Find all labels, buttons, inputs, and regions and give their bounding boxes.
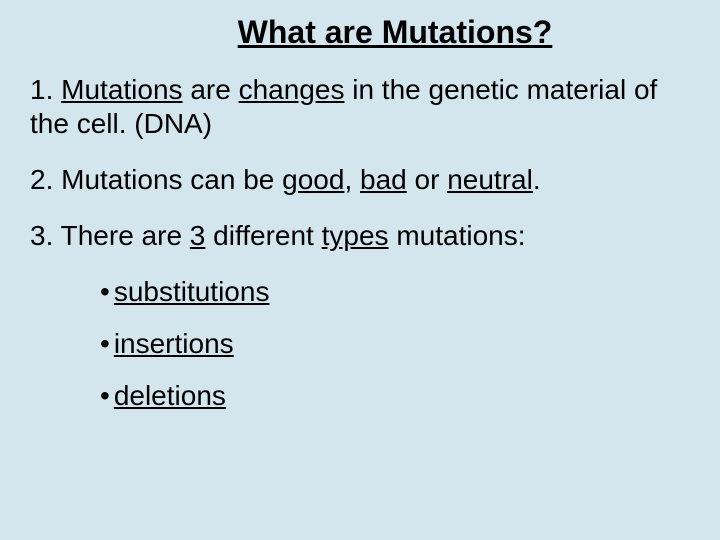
point-1-prefix: 1. — [30, 74, 61, 105]
bullet-3-label: deletions — [114, 380, 226, 411]
bullet-1-label: substitutions — [114, 276, 270, 307]
bullet-dot-icon: • — [100, 380, 110, 412]
point-3-prefix: 3. There are — [30, 220, 190, 251]
point-3-suffix: mutations: — [389, 220, 526, 251]
point-3: 3. There are 3 different types mutations… — [30, 219, 690, 253]
point-2-prefix: 2. Mutations can be — [30, 164, 282, 195]
point-3-underline-types: types — [322, 220, 389, 251]
bullet-deletions: •deletions — [100, 380, 690, 412]
point-2-underline-good: good — [282, 164, 344, 195]
point-2-underline-neutral: neutral — [447, 164, 533, 195]
point-1-mid: are — [183, 74, 239, 105]
point-2-sep2: or — [407, 164, 447, 195]
slide-container: What are Mutations? 1. Mutations are cha… — [0, 0, 720, 412]
point-2: 2. Mutations can be good, bad or neutral… — [30, 163, 690, 197]
point-3-mid: different — [205, 220, 321, 251]
point-2-suffix: . — [533, 164, 541, 195]
bullet-2-label: insertions — [114, 328, 234, 359]
bullet-substitutions: •substitutions — [100, 276, 690, 308]
bullet-insertions: •insertions — [100, 328, 690, 360]
slide-title: What are Mutations? — [30, 14, 690, 51]
point-2-underline-bad: bad — [360, 164, 407, 195]
point-1: 1. Mutations are changes in the genetic … — [30, 73, 690, 141]
point-1-underline-changes: changes — [239, 74, 345, 105]
point-2-sep1: , — [344, 164, 360, 195]
bullet-dot-icon: • — [100, 328, 110, 360]
point-3-underline-3: 3 — [190, 220, 206, 251]
bullet-dot-icon: • — [100, 276, 110, 308]
bullet-list: •substitutions •insertions •deletions — [30, 276, 690, 412]
point-1-underline-mutations: Mutations — [61, 74, 182, 105]
